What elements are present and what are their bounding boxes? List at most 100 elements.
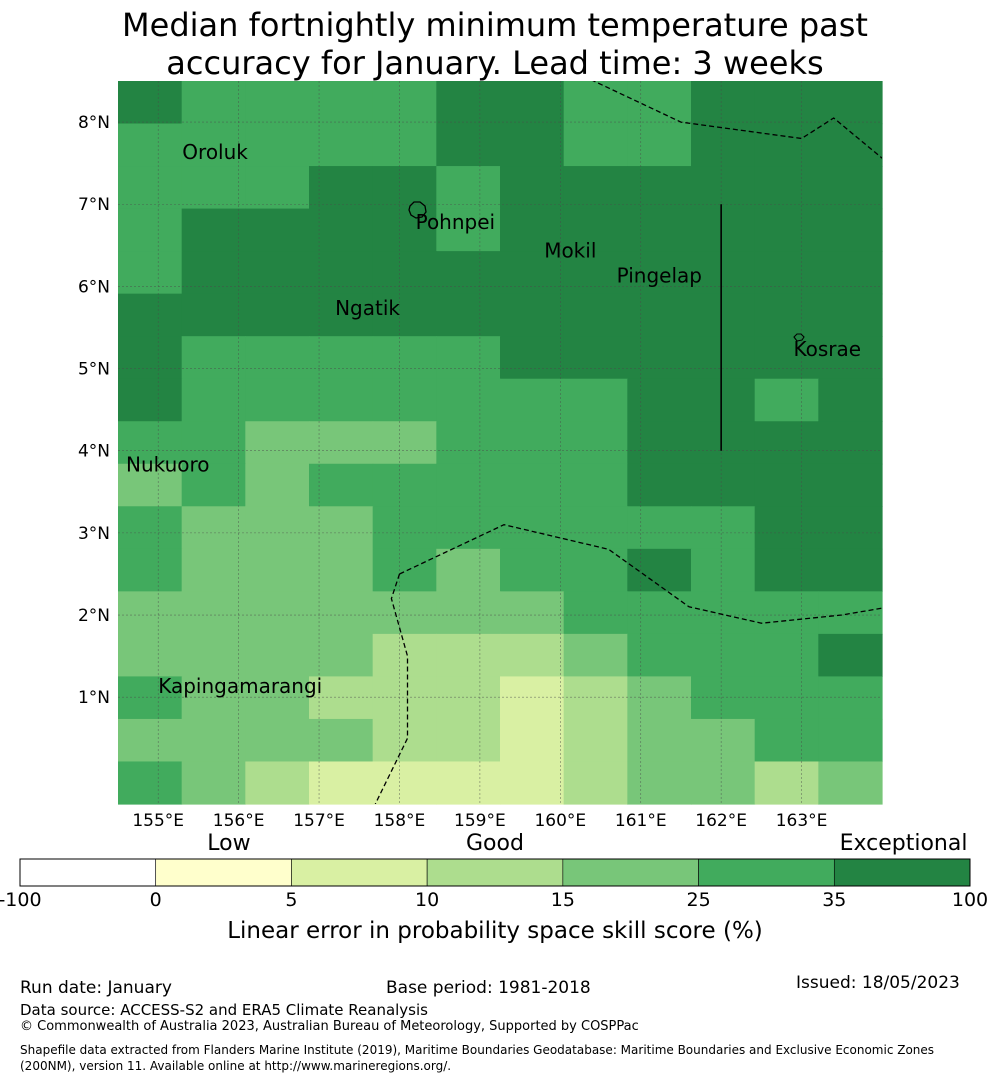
skill-cell [754,123,819,167]
skill-cell [500,166,565,210]
lon-tick-label: 161°E [615,811,667,831]
skill-cell [691,421,756,465]
skill-cell [691,293,756,337]
skill-cell [436,548,501,592]
skill-cell [118,81,183,125]
map-title-line1: Median fortnightly minimum temperature p… [122,6,868,44]
skill-cell [500,633,565,678]
copyright: © Commonwealth of Australia 2023, Austra… [20,1019,639,1034]
skill-cell [372,633,437,678]
colorbar-category-exceptional: Exceptional [839,831,968,856]
skill-cell [754,208,819,252]
skill-cell [563,378,628,422]
shapefile-credit-line2: (200NM), version 11. Available online at… [20,1059,452,1073]
skill-cell [691,378,756,422]
map-title: Median fortnightly minimum temperature p… [0,6,990,82]
skill-cell [436,718,501,763]
lat-tick-label: 1°N [78,688,110,708]
eez-boundaries [374,81,882,804]
skill-cell [500,761,565,805]
skill-cell [500,251,565,295]
skill-cell [500,463,565,507]
colorbar [19,858,971,887]
skill-cell [372,123,437,167]
place-label: Mokil [544,239,596,263]
skill-cell [181,676,246,720]
skill-cell [372,676,437,720]
skill-cell [181,718,246,763]
skill-cell [245,633,310,678]
colorbar-label: Linear error in probability space skill … [227,918,763,944]
skill-cell [245,548,310,592]
skill-cell [372,463,437,507]
skill-cell [245,421,310,465]
skill-cell [118,548,183,592]
skill-cell [372,378,437,422]
skill-cell [309,761,374,805]
skill-cell [563,718,628,763]
data-source: Data source: ACCESS-S2 and ERA5 Climate … [20,1001,428,1019]
skill-cell [245,336,310,380]
issued-date: Issued: 18/05/2023 [796,973,960,993]
colorbar-swatch [291,858,428,887]
skill-cell [118,633,183,678]
skill-cell [245,676,310,720]
place-label: Ngatik [335,296,400,320]
skill-cell [563,81,628,125]
skill-cell [691,633,756,678]
skill-cell [818,633,883,678]
place-label: Pohnpei [416,210,496,234]
skill-cell [181,293,246,337]
skill-cell [245,251,310,295]
skill-cell [818,378,883,422]
skill-cell [754,761,819,805]
place-label: Kapingamarangi [158,674,322,698]
skill-cell [372,718,437,763]
skill-cell [118,293,183,337]
skill-cell [181,123,246,167]
skill-cell [309,463,374,507]
skill-cell [691,591,756,635]
colorbar-category-good: Good [466,831,524,856]
skill-cell [309,506,374,550]
skill-cell [436,463,501,507]
skill-cell [309,421,374,465]
skill-cell [627,761,692,805]
skill-cell [245,293,310,337]
skill-cell [245,166,310,210]
skill-cell [309,166,374,210]
skill-cell [500,506,565,550]
skill-cell [627,718,692,763]
skill-cell [181,166,246,210]
skill-cell [563,506,628,550]
skill-cell [436,421,501,465]
shapefile-credit: Shapefile data extracted from Flanders M… [20,1042,980,1074]
skill-cell [691,251,756,295]
skill-cell [372,166,437,210]
skill-cell [309,336,374,380]
skill-cell [436,336,501,380]
lat-tick-label: 7°N [78,195,110,215]
skill-cell [181,421,246,465]
skill-cell [691,506,756,550]
skill-cell [309,378,374,422]
skill-cell [181,251,246,295]
skill-cell [627,421,692,465]
colorbar-swatch [698,858,835,887]
skill-cell [818,761,883,805]
skill-cell [118,676,183,720]
skill-cell [436,378,501,422]
skill-cell [372,81,437,125]
skill-cell [309,591,374,635]
skill-cell [563,591,628,635]
skill-cell [500,548,565,592]
colorbar-tick-label: 10 [415,889,440,911]
skill-cell [754,718,819,763]
skill-cell [691,166,756,210]
skill-cell [245,378,310,422]
skill-cell [563,123,628,167]
skill-cell [245,718,310,763]
skill-cell [754,81,819,125]
pohnpei-island-outline [408,201,427,219]
